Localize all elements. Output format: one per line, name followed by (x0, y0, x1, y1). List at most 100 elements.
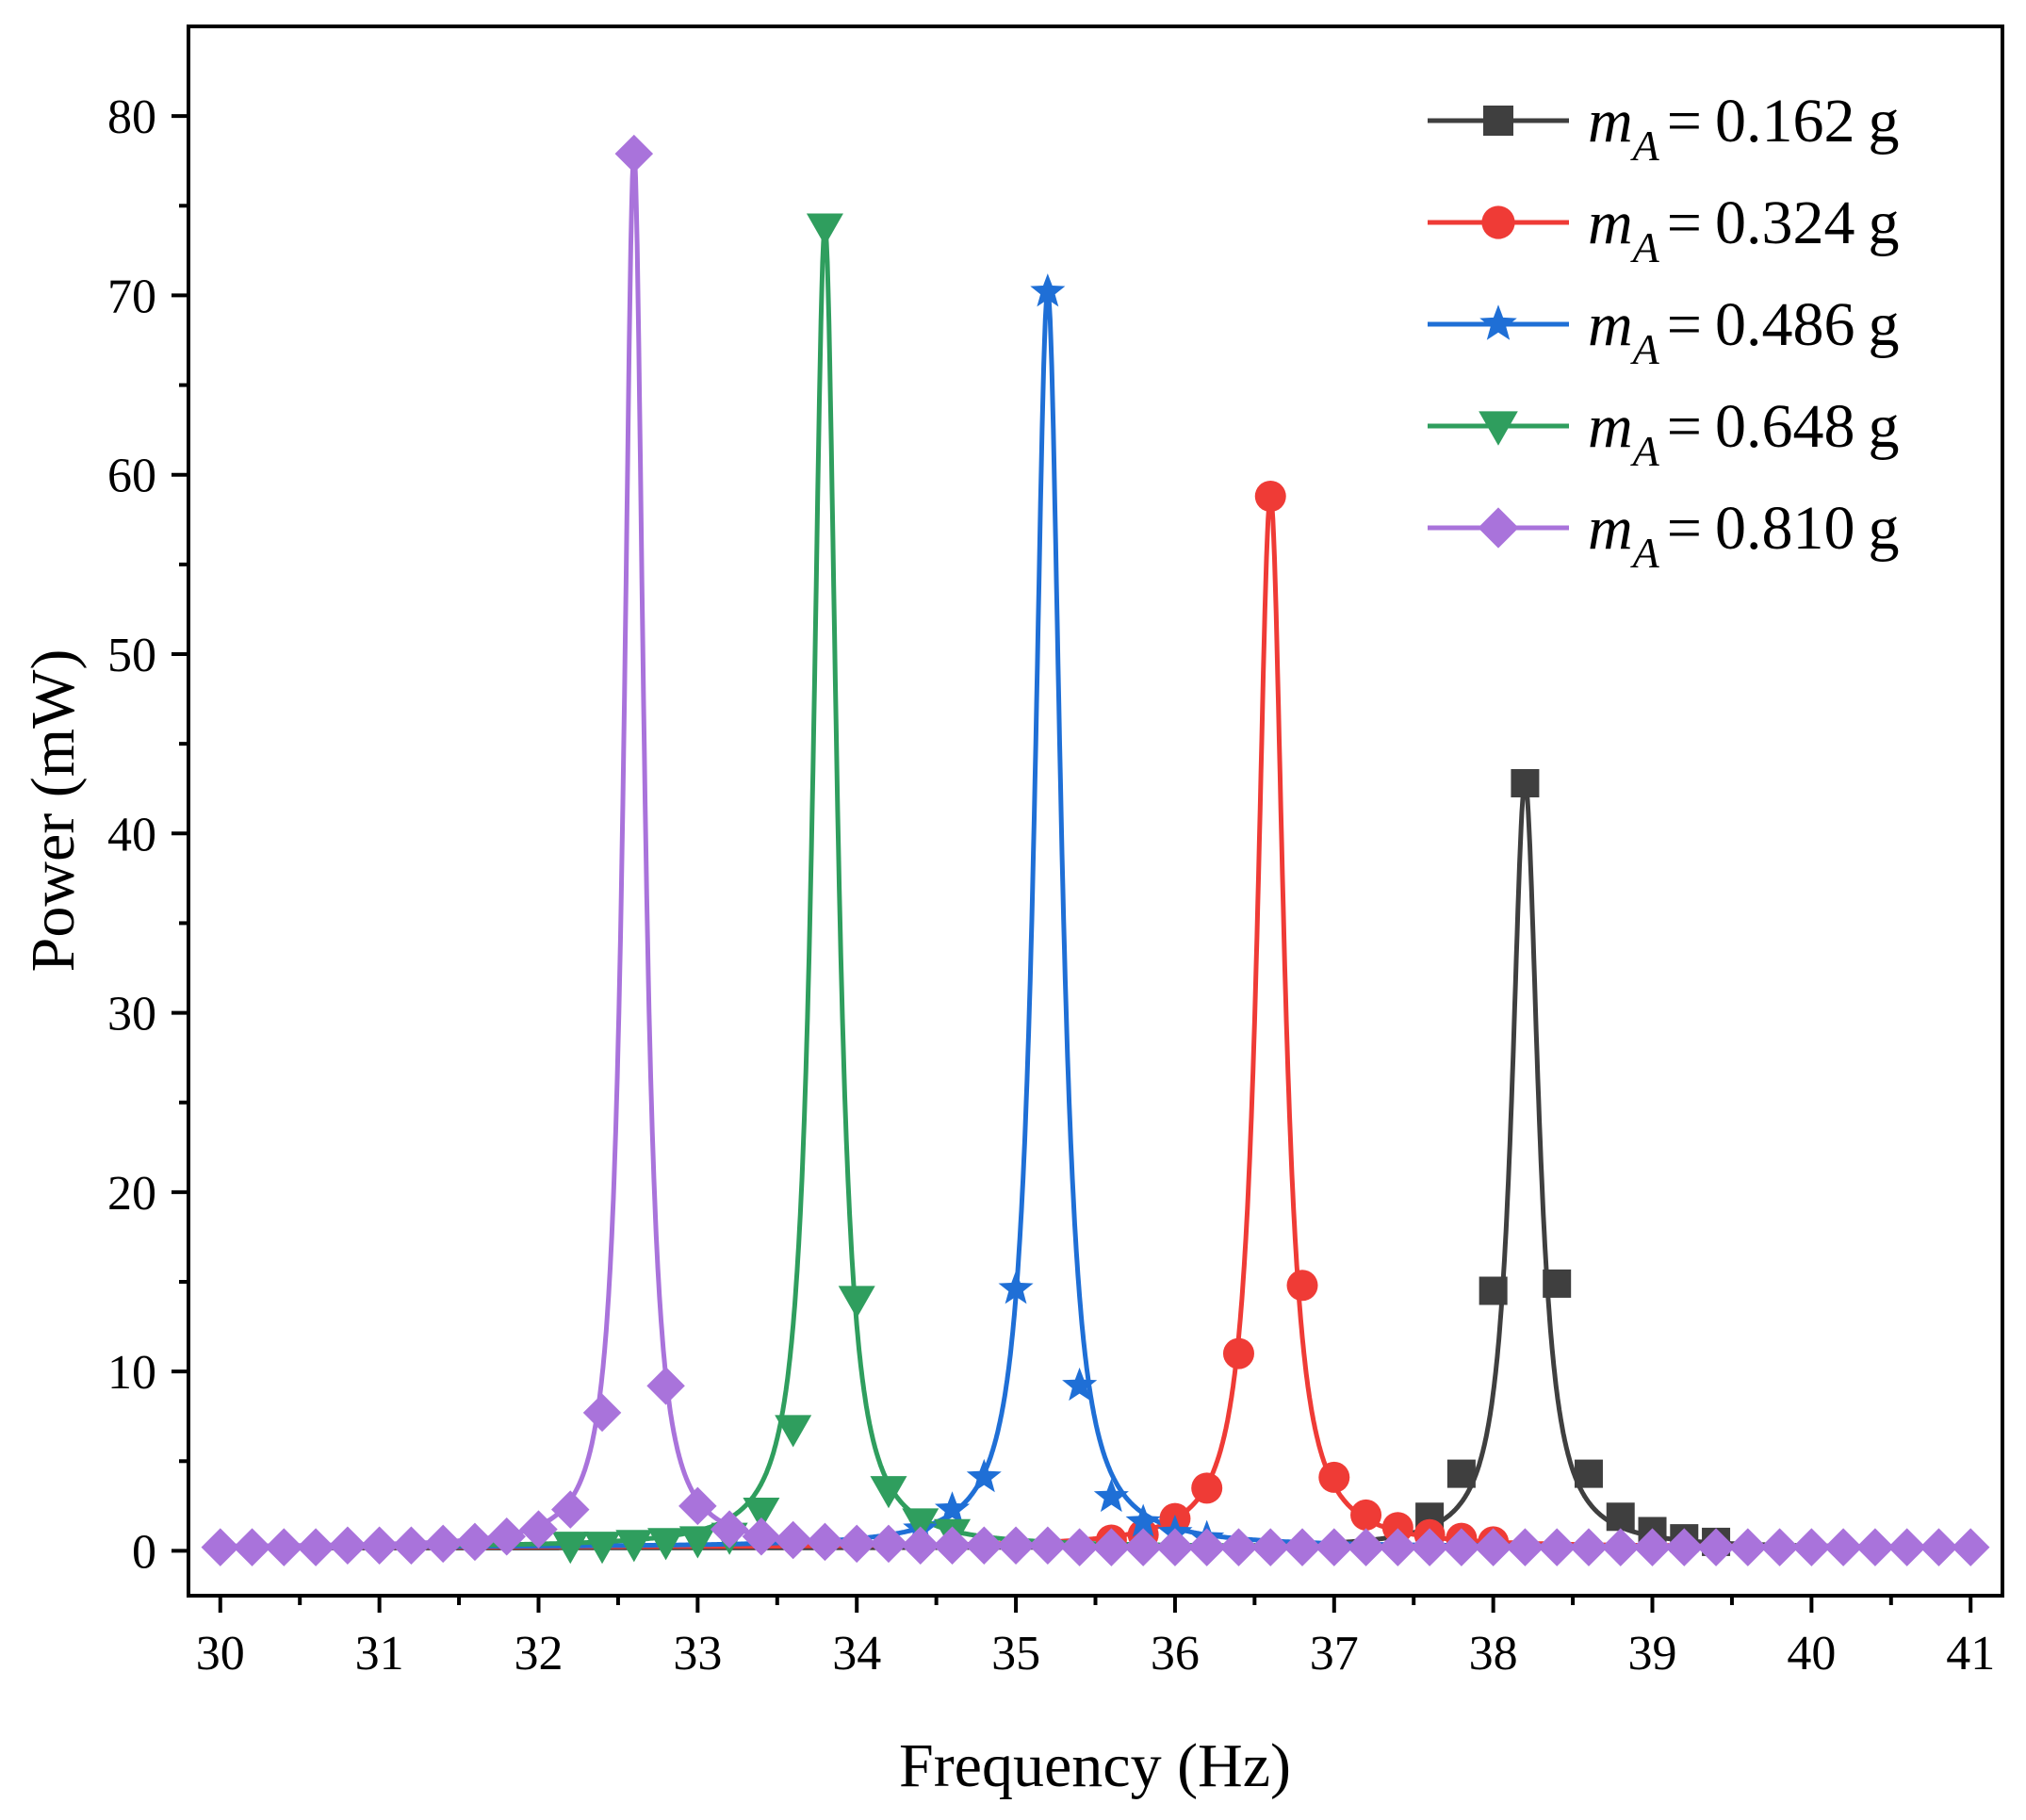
legend-symbol: m (1588, 392, 1633, 461)
legend-unit: g (1869, 87, 1900, 156)
legend-subscript: A (1630, 223, 1660, 271)
series-1-point (1222, 1337, 1254, 1369)
series-4-point (1569, 1528, 1609, 1566)
series-2-point (966, 1458, 1002, 1493)
series-0-point (1606, 1502, 1635, 1532)
legend-item-1: mA = 0.324 g (1428, 189, 1900, 271)
series-4-point (806, 1522, 844, 1562)
legend-marker-2 (1479, 304, 1517, 340)
legend-marker-1 (1481, 205, 1515, 239)
legend-label-0: mA = 0.162 g (1588, 87, 1900, 170)
series-4-point (1155, 1528, 1195, 1566)
legend-unit: g (1869, 189, 1900, 257)
legend-value: 0.162 (1715, 87, 1855, 156)
series-2-point (935, 1491, 971, 1525)
legend-equals: = (1667, 392, 1702, 461)
legend-equals: = (1667, 189, 1702, 257)
series-4-point (1601, 1528, 1640, 1566)
series-4-point (1028, 1526, 1068, 1565)
series-4-point (1823, 1528, 1863, 1566)
series-4-point (1283, 1528, 1322, 1566)
markers-layer (201, 134, 1990, 1566)
legend-equals: = (1667, 87, 1702, 156)
series-4-point (1760, 1528, 1799, 1566)
series-4-point (678, 1486, 717, 1526)
series-4-point (1187, 1528, 1226, 1566)
series-4-point (328, 1526, 368, 1565)
legend-subscript: A (1630, 122, 1660, 170)
legend-item-3: mA = 0.648 g (1428, 392, 1900, 475)
legend-symbol: m (1588, 494, 1633, 563)
x-tick-label: 34 (832, 1627, 881, 1681)
series-4-point (614, 134, 654, 173)
series-2-point (1062, 1367, 1098, 1402)
series-1-point (1381, 1512, 1413, 1544)
legend-subscript: A (1630, 529, 1660, 577)
series-4-point (1250, 1528, 1290, 1566)
legend: mA = 0.162 gmA = 0.324 gmA = 0.486 gmA = 0.648 gmA = 0… (1428, 87, 1900, 577)
series-3-point (870, 1476, 907, 1509)
series-3-point (647, 1528, 685, 1561)
legend-symbol: m (1588, 189, 1633, 257)
y-tick-label: 70 (107, 270, 156, 323)
legend-marker-0 (1483, 106, 1513, 136)
legend-subscript: A (1630, 427, 1660, 475)
x-tick-label: 35 (991, 1627, 1040, 1681)
x-tick-label: 33 (673, 1627, 722, 1681)
series-3-point (775, 1415, 812, 1448)
series-4-point (1728, 1528, 1768, 1566)
legend-symbol: m (1588, 290, 1633, 359)
x-tick-label: 38 (1469, 1627, 1518, 1681)
series-4-point (901, 1526, 940, 1565)
series-4-point (965, 1526, 1004, 1565)
y-tick-label: 20 (107, 1167, 156, 1221)
y-tick-label: 50 (107, 629, 156, 682)
legend-item-0: mA = 0.162 g (1428, 87, 1900, 170)
x-axis-title: Frequency (Hz) (899, 1731, 1291, 1800)
series-4-point (1474, 1528, 1512, 1566)
x-tick-label: 41 (1946, 1627, 1995, 1681)
series-1-point (1318, 1461, 1350, 1493)
legend-value: 0.810 (1715, 494, 1855, 563)
series-3-point (615, 1530, 653, 1563)
series-4-point (996, 1526, 1036, 1565)
series-4-point (1219, 1528, 1258, 1566)
series-4-point (1633, 1528, 1672, 1566)
series-4-point (1887, 1528, 1926, 1566)
series-4-point (774, 1520, 812, 1560)
series-4-point (455, 1522, 495, 1562)
series-3-point (743, 1497, 780, 1531)
series-4-point (1665, 1528, 1704, 1566)
series-4-point (1123, 1528, 1163, 1566)
legend-label-1: mA = 0.324 g (1588, 189, 1900, 271)
series-4-point (1920, 1528, 1958, 1566)
y-axis-title: Power (mW) (19, 649, 88, 973)
series-4-point (1410, 1528, 1449, 1566)
series-1-point (1286, 1270, 1318, 1302)
legend-unit: g (1869, 392, 1900, 461)
series-3-point (678, 1526, 716, 1559)
x-tick-label: 31 (355, 1627, 404, 1681)
series-2-point (1030, 273, 1066, 307)
legend-subscript: A (1630, 325, 1660, 373)
series-3-point (838, 1286, 875, 1319)
series-4-point (742, 1517, 781, 1556)
legend-symbol: m (1588, 87, 1633, 156)
legend-value: 0.324 (1715, 189, 1855, 257)
legend-equals: = (1667, 290, 1702, 359)
series-4-point (1092, 1528, 1131, 1566)
series-4-point (1379, 1528, 1417, 1566)
series-4-point (1696, 1528, 1736, 1566)
series-4-point (1855, 1528, 1895, 1566)
series-4-point (1506, 1528, 1544, 1566)
legend-item-4: mA = 0.810 g (1428, 494, 1900, 577)
series-4-point (869, 1524, 908, 1564)
series-1-point (1254, 481, 1286, 513)
legend-value: 0.648 (1715, 392, 1855, 461)
legend-label-2: mA = 0.486 g (1588, 290, 1900, 373)
x-tick-label: 37 (1310, 1627, 1359, 1681)
y-tick-label: 0 (132, 1525, 156, 1579)
